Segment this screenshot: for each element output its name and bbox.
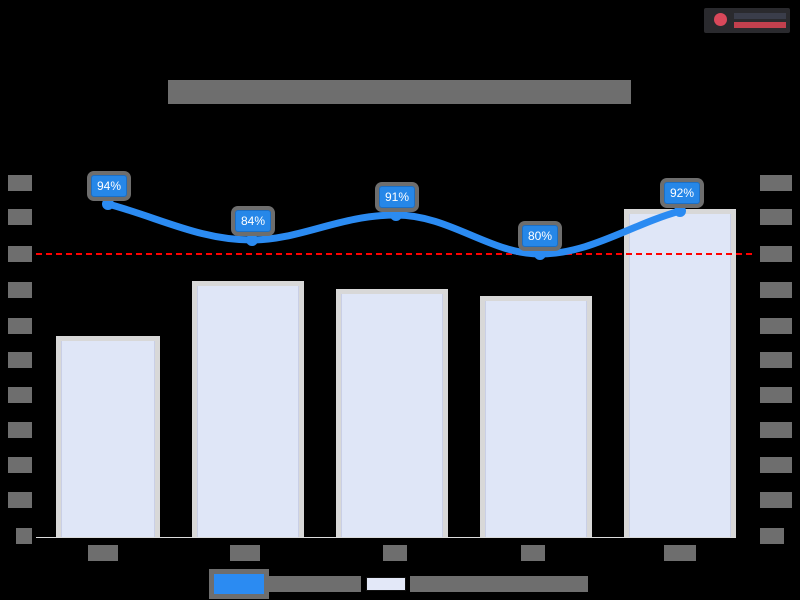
right-axis-tick: 1000 bbox=[760, 175, 792, 191]
right-axis-tick: 100 bbox=[760, 492, 792, 508]
right-axis-tick: 0 bbox=[760, 528, 784, 544]
x-axis-label bbox=[88, 545, 118, 561]
x-axis-label bbox=[230, 545, 260, 561]
data-label: 92% bbox=[664, 182, 701, 204]
line-point bbox=[102, 198, 114, 210]
legend-line-label[interactable] bbox=[266, 576, 361, 592]
left-axis-tick: 90 bbox=[8, 209, 32, 225]
right-axis-tick: 900 bbox=[760, 209, 792, 225]
left-axis-tick: 20 bbox=[8, 457, 32, 473]
right-axis-tick: 800 bbox=[760, 246, 792, 262]
left-axis-tick: 100 bbox=[8, 175, 32, 191]
x-axis-label bbox=[383, 545, 407, 561]
right-axis-tick: 500 bbox=[760, 352, 792, 368]
right-axis-tick: 400 bbox=[760, 387, 792, 403]
left-axis-tick: 30 bbox=[8, 422, 32, 438]
left-axis-tick: 70 bbox=[8, 282, 32, 298]
left-axis-tick: 50 bbox=[8, 352, 32, 368]
legend bbox=[208, 572, 588, 596]
left-axis-tick: 40 bbox=[8, 387, 32, 403]
left-axis-tick: 80 bbox=[8, 246, 32, 262]
left-axis-tick: 60 bbox=[8, 318, 32, 334]
bar-3 bbox=[336, 289, 448, 537]
data-label: 94% bbox=[91, 175, 128, 197]
line-point bbox=[534, 248, 546, 260]
legend-bar-swatch[interactable] bbox=[366, 577, 406, 591]
x-axis-label: 2023 bbox=[664, 545, 696, 561]
line-point bbox=[246, 234, 258, 246]
data-label: 80% bbox=[522, 225, 559, 247]
left-axis-tick: 10 bbox=[8, 492, 32, 508]
bar-2 bbox=[192, 281, 304, 537]
logo-text-top bbox=[734, 13, 786, 19]
logo-mark-icon bbox=[714, 13, 727, 26]
legend-bar-label[interactable] bbox=[410, 576, 588, 592]
line-point bbox=[674, 205, 686, 217]
line-point bbox=[390, 209, 402, 221]
bar-1 bbox=[56, 336, 160, 537]
reference-line-80 bbox=[36, 253, 752, 255]
x-axis-label: 2022 bbox=[521, 545, 545, 561]
data-label: 91% bbox=[379, 186, 416, 208]
logo bbox=[704, 8, 790, 33]
left-axis-tick: 0 bbox=[16, 528, 32, 544]
logo-text-bottom bbox=[734, 22, 786, 28]
legend-line-swatch[interactable] bbox=[214, 574, 264, 594]
bar-4 bbox=[480, 296, 592, 537]
bar-5 bbox=[624, 209, 736, 537]
x-axis-baseline bbox=[36, 537, 736, 538]
data-label: 84% bbox=[235, 210, 272, 232]
chart-title: Chart title (obscured) bbox=[168, 80, 631, 104]
right-axis-tick: 700 bbox=[760, 282, 792, 298]
right-axis-tick: 600 bbox=[760, 318, 792, 334]
right-axis-tick: 200 bbox=[760, 457, 792, 473]
right-axis-tick: 300 bbox=[760, 422, 792, 438]
